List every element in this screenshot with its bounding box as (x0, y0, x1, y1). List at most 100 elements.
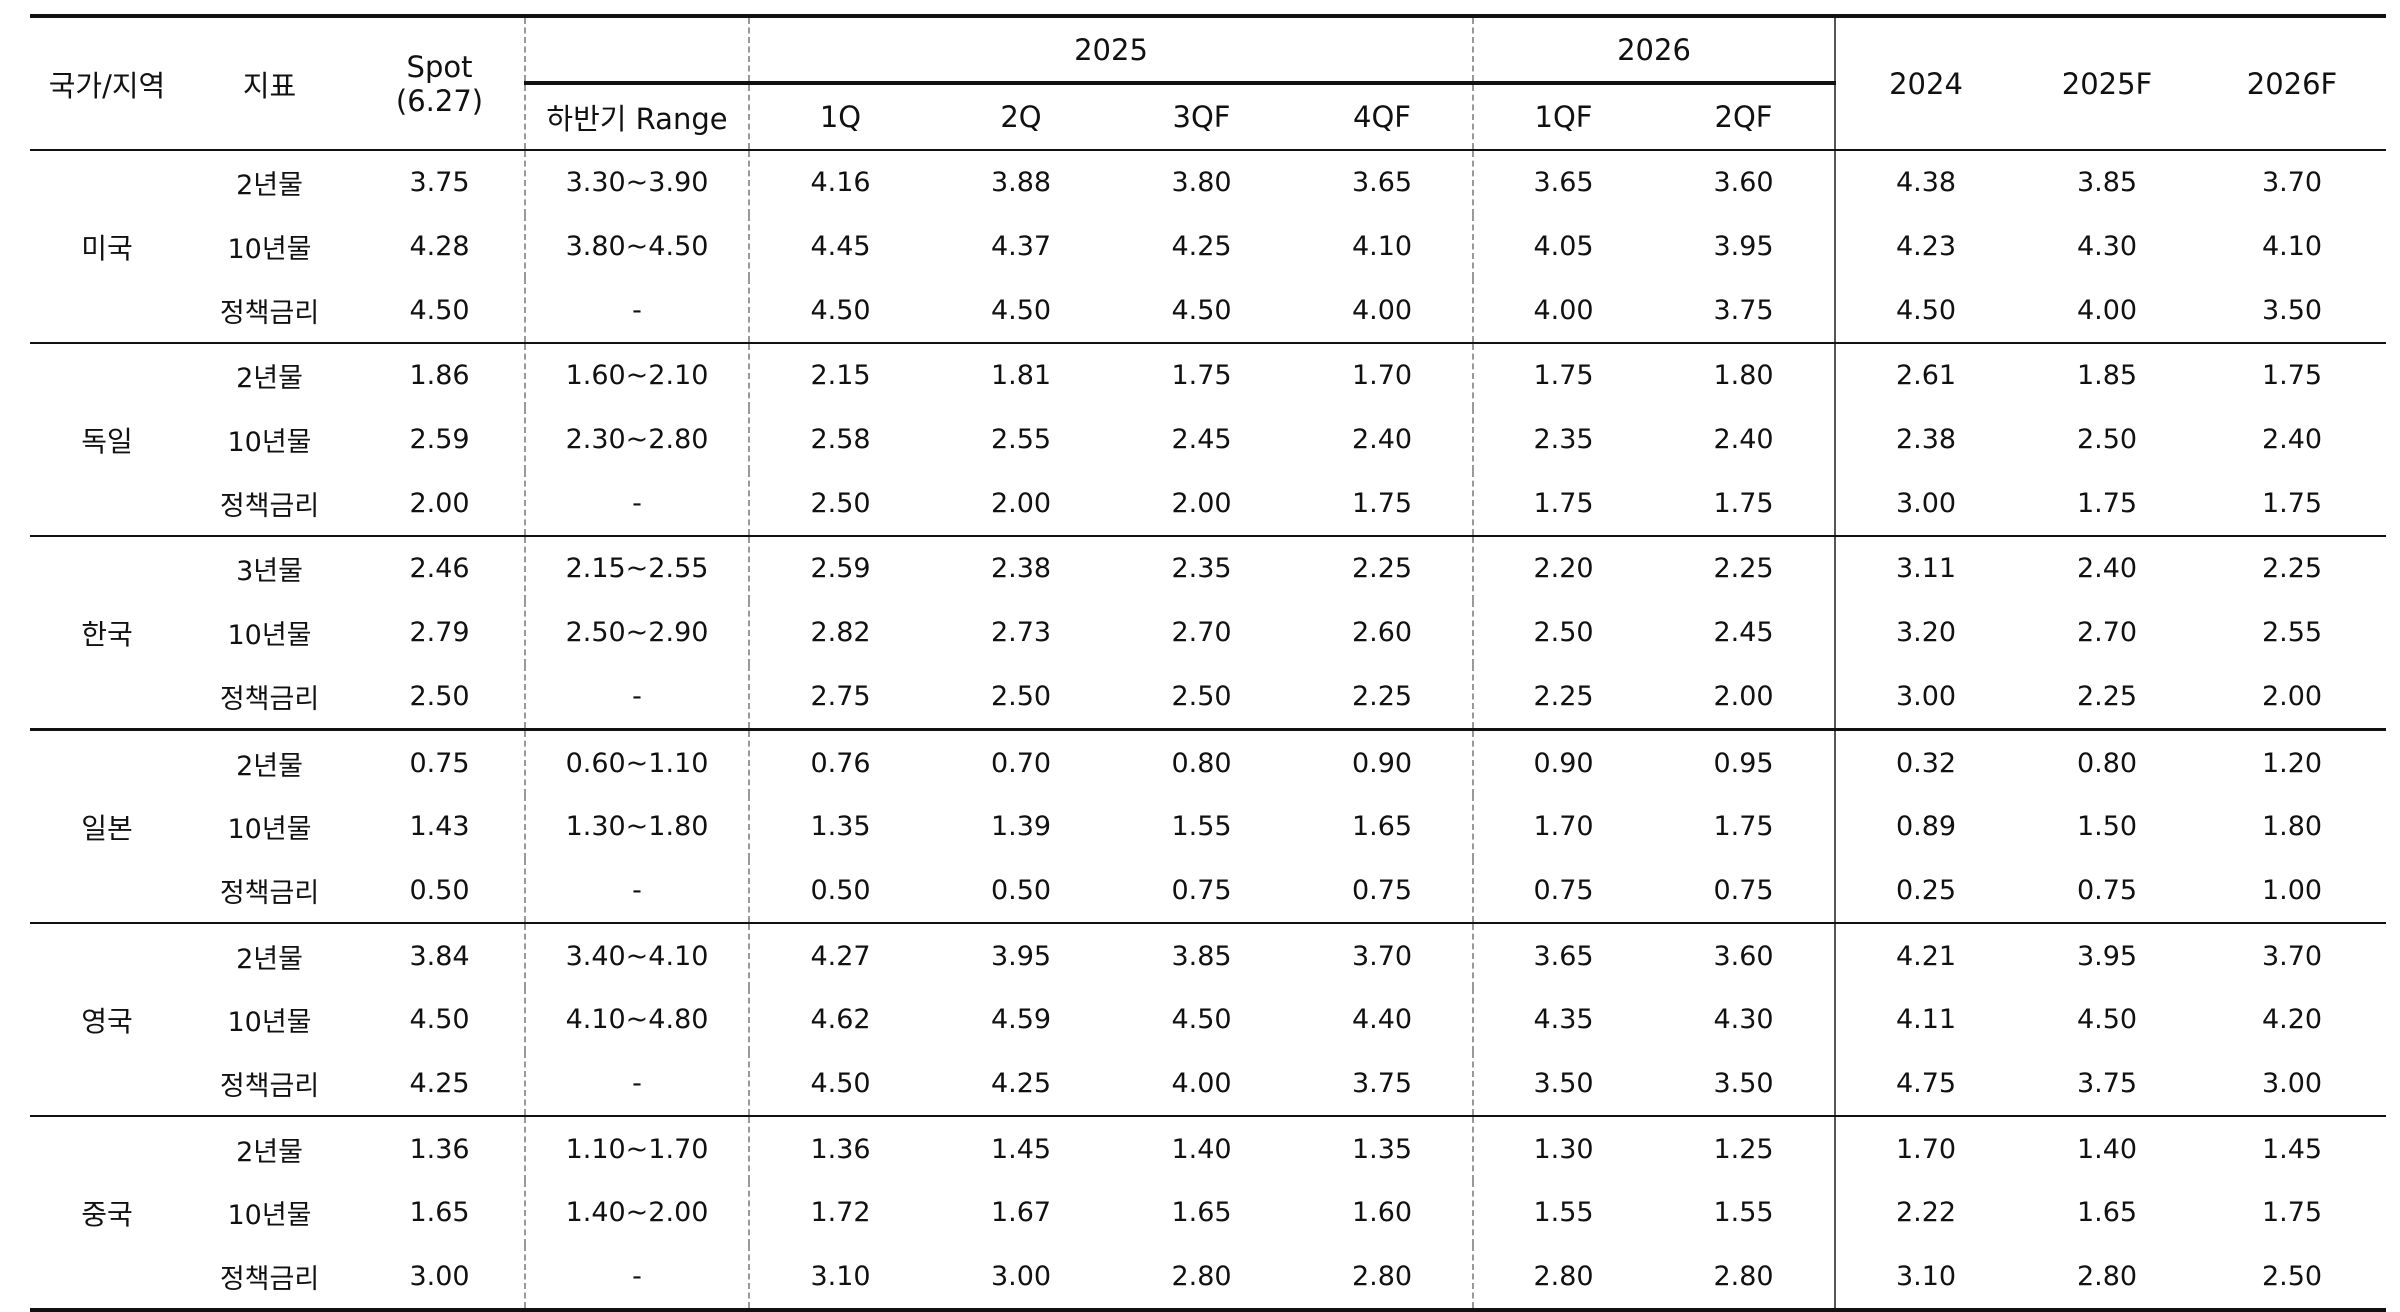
cell-2026-1qf: 0.75 (1472, 858, 1653, 925)
cell-2025-3qf: 4.00 (1111, 1051, 1292, 1118)
cell-2024: 3.20 (1834, 600, 2016, 665)
cell-indicator: 2년물 (236, 170, 303, 202)
cell-2026f: 3.70 (2261, 940, 2323, 972)
cell-2025-3qf: 3.80 (1171, 167, 1232, 199)
cell-2025-4qf: 1.65 (1351, 811, 1413, 843)
cell-2025-3qf: 3.85 (1171, 940, 1232, 972)
cell-range: - (524, 1051, 749, 1118)
cell-2026-1qf: 3.65 (1472, 923, 1653, 988)
cell-2026-2qf: 2.00 (1653, 664, 1835, 732)
cell-2025-1q: 2.59 (748, 536, 931, 601)
table-row: 10년물 1.43 1.30~1.80 1.35 1.39 1.55 1.65 1.70 1.7… (30, 794, 2386, 859)
cell-2025-4qf: 3.75 (1292, 1051, 1473, 1118)
header-country: 국가/지역 (30, 14, 184, 151)
cell-spot: 3.75 (409, 167, 470, 199)
cell-range: - (524, 858, 749, 925)
cell-2024: 4.38 (1834, 150, 2016, 215)
cell-indicator: 2년물 (236, 750, 303, 782)
cell-2026f: 4.20 (2261, 1004, 2323, 1036)
table-row: 미국 2년물 3.75 3.30~3.90 4.16 3.88 3.80 3.65 3.65 3.… (30, 150, 2386, 345)
cell-2025-2q: 2.55 (990, 424, 1052, 456)
header-2026f: 2026F (2198, 14, 2386, 151)
cell-2026f: 2.00 (2198, 664, 2386, 732)
cell-2024: 4.75 (1834, 1051, 2016, 1118)
header-2026-2qf: 2QF (1653, 83, 1835, 151)
cell-range: - (524, 1244, 749, 1312)
cell-2024: 3.00 (1834, 664, 2016, 732)
cell-2025-4qf: 0.75 (1292, 858, 1473, 925)
cell-indicator: 10년물 (227, 814, 312, 846)
cell-2025-1q: 0.76 (748, 729, 931, 795)
cell-2025-4qf: 0.90 (1351, 747, 1413, 779)
table-row: 정책금리 2.00-2.50 2.00 2.00 1.75 1.75 1.75 3.00 1.7… (30, 471, 2386, 538)
cell-2024: 3.11 (1834, 536, 2016, 601)
cell-2026f: 2.25 (2261, 553, 2323, 585)
cell-2024: 3.00 (1834, 471, 2016, 538)
cell-2026-1qf: 1.30 (1472, 1116, 1653, 1181)
cell-range: 2.15~2.55 (524, 536, 749, 601)
cell-2025f: 3.95 (2076, 940, 2138, 972)
cell-2026-1qf: 1.75 (1472, 471, 1653, 538)
cell-2024: 0.89 (1834, 794, 2016, 859)
cell-2026-1qf: 2.80 (1472, 1244, 1653, 1312)
cell-2025-1q: 0.50 (748, 858, 931, 925)
cell-2025-1q: 1.35 (748, 794, 931, 859)
cell-2025f: 4.30 (2076, 231, 2138, 263)
cell-range: 2.30~2.80 (524, 407, 749, 472)
cell-2025-2q: 1.67 (990, 1197, 1052, 1229)
table-row: 정책금리 0.50-0.50 0.50 0.75 0.75 0.75 0.75 0.25 0.7… (30, 858, 2386, 925)
cell-indicator: 정책금리 (184, 1051, 355, 1118)
cell-2026f: 2.55 (2261, 617, 2323, 649)
forecast-table-container: 국가/지역 지표 Spot (6.27) 2025 2026 2024 2025… (30, 14, 2386, 1312)
cell-2025-1q: 4.50 (748, 1051, 931, 1118)
cell-2026-1qf: 1.75 (1472, 343, 1653, 408)
cell-2025-1q: 2.75 (748, 664, 931, 732)
cell-spot: 1.36 (409, 1133, 470, 1165)
cell-2025-2q: 2.00 (931, 471, 1111, 538)
cell-2026-2qf: 0.75 (1653, 858, 1835, 925)
cell-2026-2qf: 1.25 (1713, 1133, 1774, 1165)
cell-2026-2qf: 2.40 (1713, 424, 1774, 456)
cell-2025-2q: 2.38 (990, 553, 1052, 585)
header-2025-1q: 1Q (748, 83, 931, 151)
cell-country: 독일 (30, 343, 184, 538)
cell-2025-1q: 3.10 (748, 1244, 931, 1312)
cell-indicator: 10년물 (227, 620, 312, 652)
cell-country: 미국 (30, 150, 184, 345)
table-row: 한국 3년물 2.46 2.15~2.55 2.59 2.38 2.35 2.25 2.20 2.… (30, 536, 2386, 732)
cell-spot: 0.75 (409, 747, 470, 779)
cell-2025f: 2.40 (2076, 553, 2138, 585)
cell-2025f: 1.40 (2076, 1133, 2138, 1165)
cell-2026f: 1.80 (2261, 811, 2323, 843)
cell-2025-4qf: 1.75 (1292, 471, 1473, 538)
cell-2025-4qf: 2.40 (1351, 424, 1413, 456)
cell-2026-2qf: 1.55 (1713, 1197, 1774, 1229)
cell-indicator: 3년물 (236, 556, 303, 588)
cell-range: 1.10~1.70 (524, 1116, 749, 1181)
cell-2024: 1.70 (1834, 1116, 2016, 1181)
cell-2025-2q: 0.50 (931, 858, 1111, 925)
cell-spot: 2.00 (355, 471, 525, 538)
table-row: 독일 2년물 1.86 1.60~2.10 2.15 1.81 1.75 1.70 1.75 1.… (30, 343, 2386, 538)
cell-2025-4qf: 2.25 (1351, 553, 1413, 585)
cell-2026-1qf: 4.05 (1472, 214, 1653, 279)
cell-2026-1qf: 4.35 (1472, 987, 1653, 1052)
header-indicator: 지표 (184, 14, 355, 151)
cell-2025-3qf: 4.50 (1111, 278, 1292, 345)
header-row-bottom: 하반기 Range 1Q 2Q 3QF 4QF 1QF 2QF (30, 83, 2386, 151)
cell-2025-3qf: 2.45 (1171, 424, 1232, 456)
cell-2025-2q: 0.70 (990, 747, 1052, 779)
cell-2026-1qf: 2.20 (1472, 536, 1653, 601)
cell-2026f: 4.10 (2261, 231, 2323, 263)
cell-2024: 0.32 (1834, 729, 2016, 795)
cell-2024: 2.22 (1834, 1181, 2016, 1245)
cell-2026f: 3.00 (2198, 1051, 2386, 1118)
cell-2025f: 3.75 (2016, 1051, 2198, 1118)
cell-spot: 4.25 (355, 1051, 525, 1118)
cell-2025-3qf: 1.55 (1171, 811, 1232, 843)
cell-2026-1qf: 3.65 (1472, 150, 1653, 215)
cell-indicator: 정책금리 (184, 1244, 355, 1312)
cell-2025-3qf: 2.70 (1171, 617, 1232, 649)
rate-forecast-table: 국가/지역 지표 Spot (6.27) 2025 2026 2024 2025… (30, 14, 2386, 1312)
cell-indicator: 10년물 (227, 1200, 312, 1232)
